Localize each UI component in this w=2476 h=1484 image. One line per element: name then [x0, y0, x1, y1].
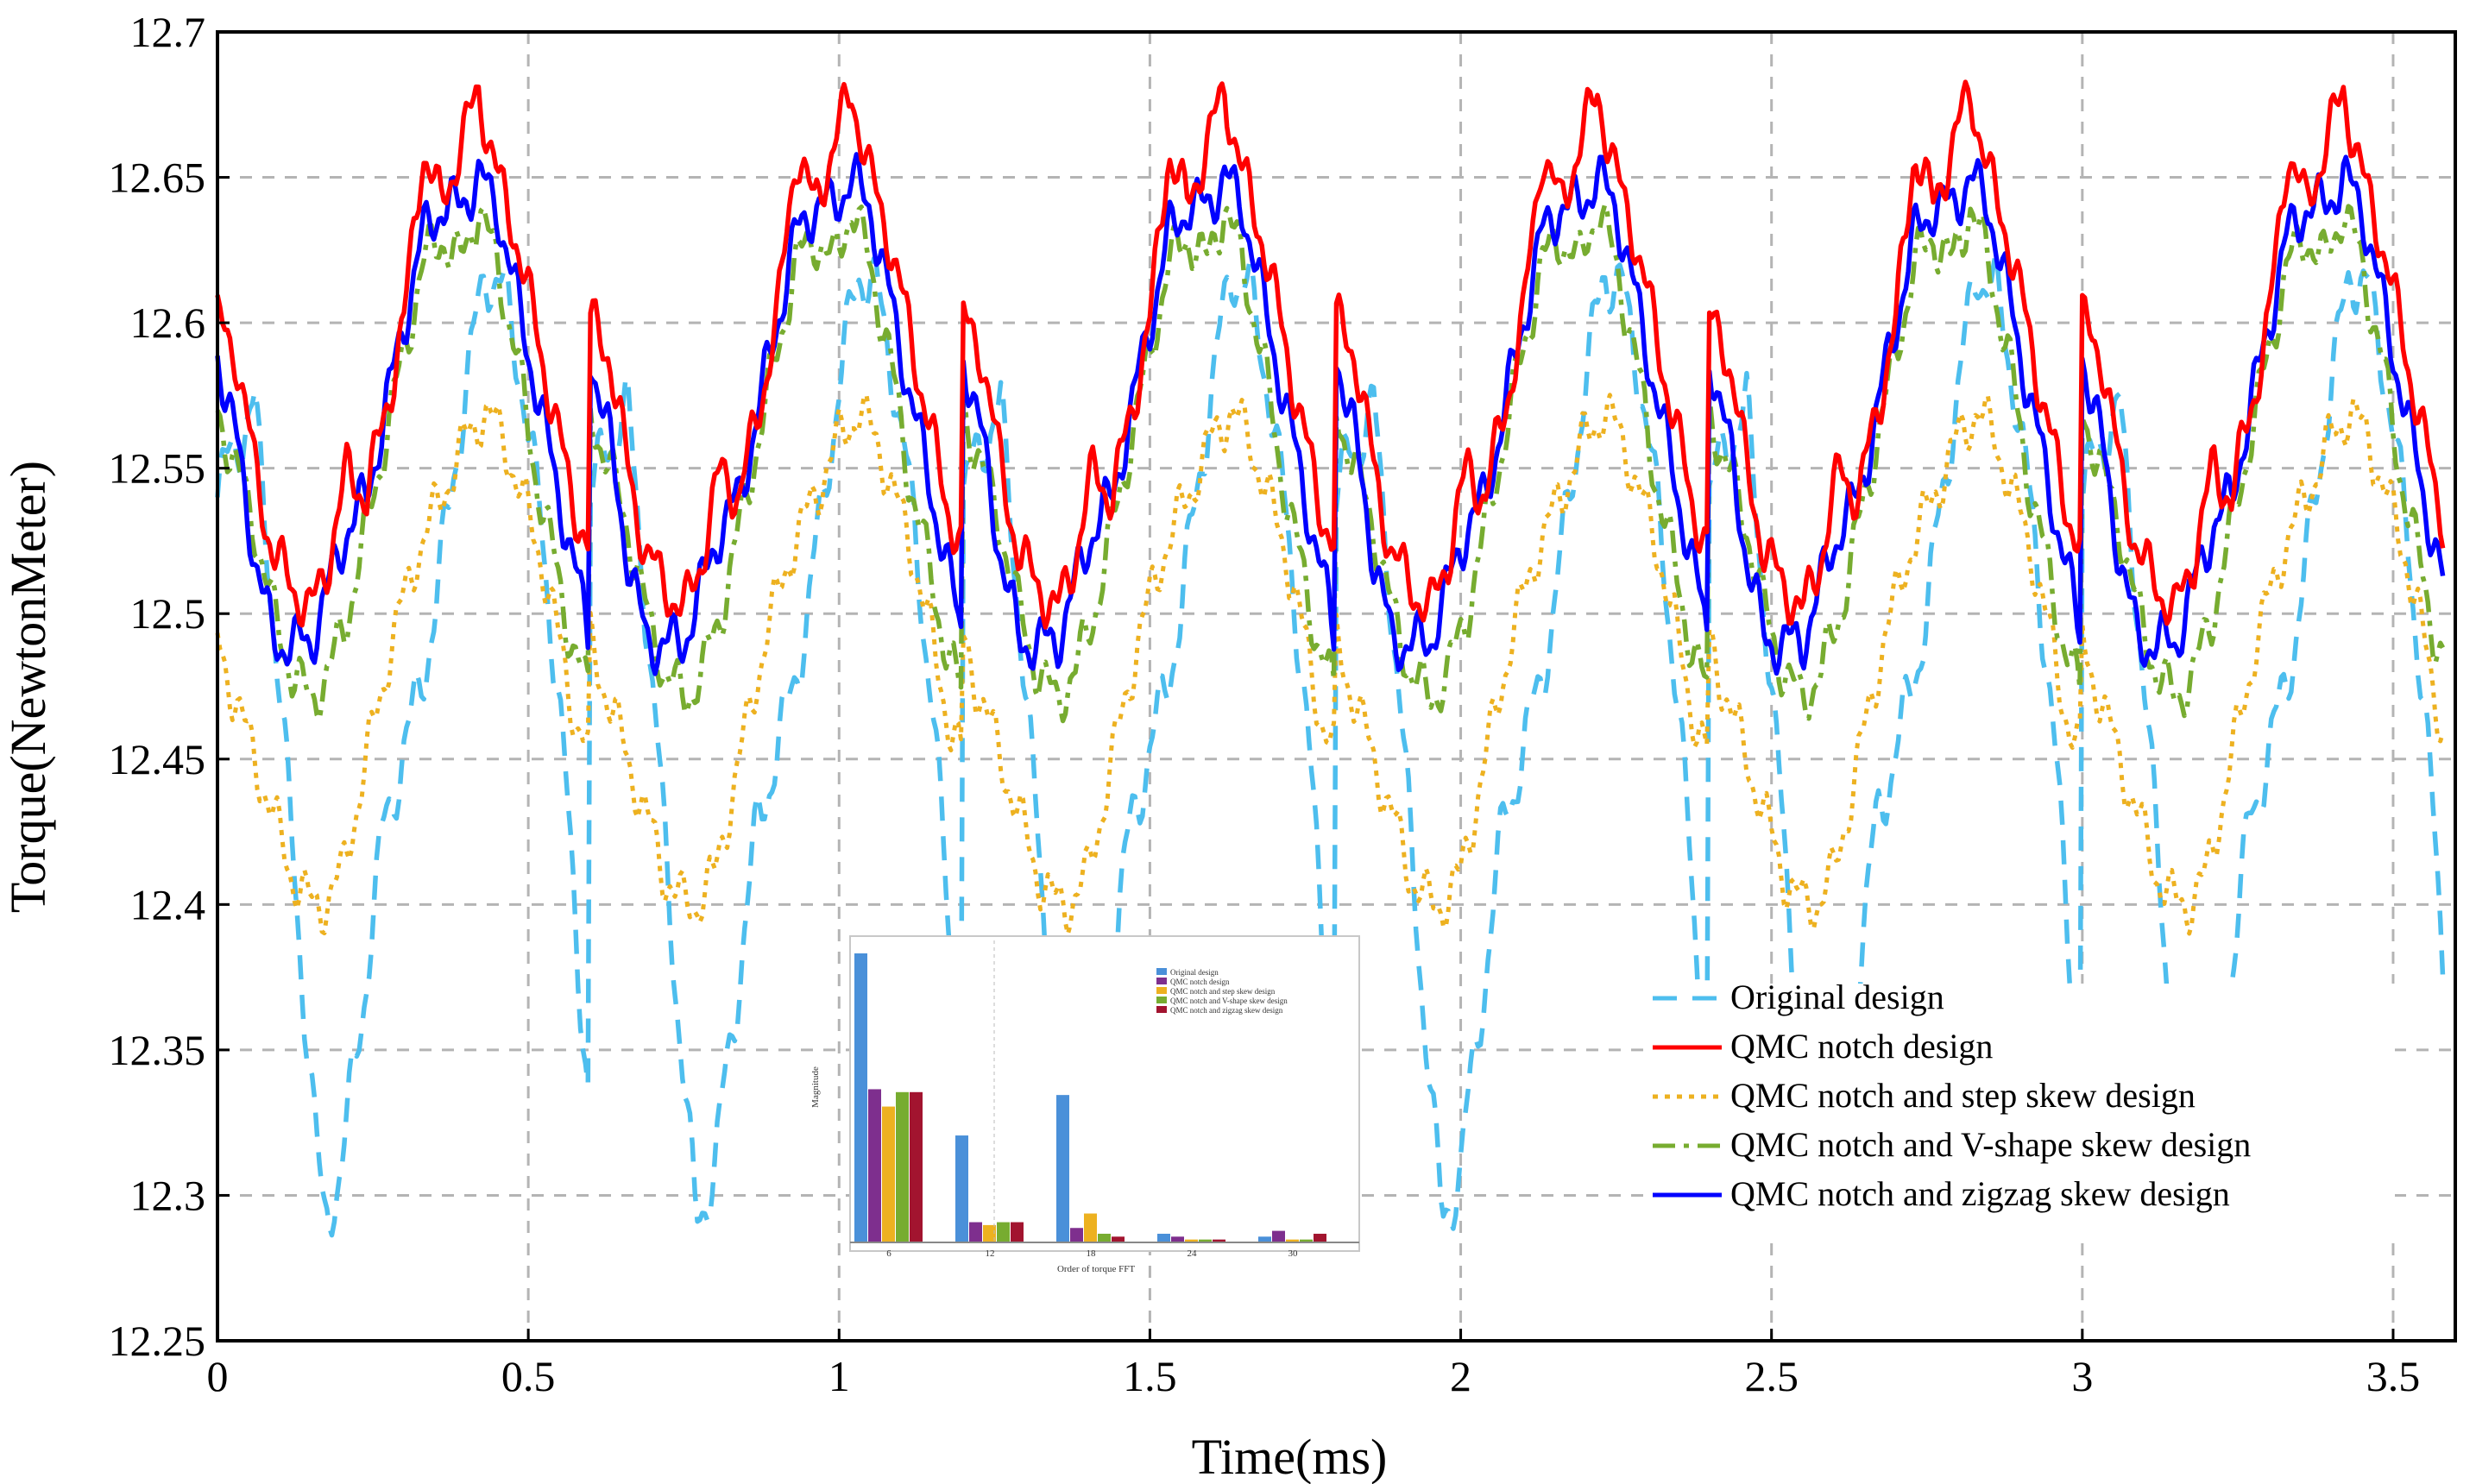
plot-frame	[216, 30, 2457, 1343]
inset-bar	[1314, 1233, 1326, 1242]
inset-tick-label: 30	[1288, 1248, 1299, 1259]
y-axis-label: Torque(NewtonMeter)	[0, 461, 56, 913]
legend-label: QMC notch design	[1730, 1027, 1993, 1066]
legend-label: Original design	[1730, 978, 1944, 1016]
inset-legend-swatch	[1156, 978, 1167, 984]
inset-tick-label: 18	[1087, 1248, 1097, 1259]
x-tick-label: 2.5	[1744, 1352, 1799, 1400]
inset-bar	[983, 1224, 996, 1242]
y-tick-label: 12.65	[109, 154, 206, 202]
inset-bar	[1084, 1213, 1097, 1242]
axis-ticks: 0 0.5 1 1.5 2 2.5 3 3.5 12.25 12.3 12.35 12.4 12.45 1…	[109, 8, 2421, 1400]
y-tick-label: 12.7	[130, 8, 206, 56]
inset-bar	[1112, 1236, 1125, 1242]
inset-legend-swatch	[1156, 1006, 1167, 1013]
inset-legend-label: QMC notch and zigzag skew design	[1170, 1006, 1283, 1015]
inset-legend-swatch	[1156, 997, 1167, 1003]
x-tick-label: 3.5	[2366, 1352, 2421, 1400]
legend-label: QMC notch and step skew design	[1730, 1076, 2196, 1115]
inset-bar	[1056, 1095, 1069, 1242]
inset-bar	[896, 1091, 909, 1242]
inset-legend-swatch	[1156, 987, 1167, 994]
inset-bar	[854, 953, 867, 1242]
y-tick-label: 12.4	[130, 880, 206, 928]
inset-bar	[910, 1091, 923, 1242]
legend-label: QMC notch and V-shape skew design	[1730, 1125, 2251, 1164]
fft-inset: 6 12 18 24 30 Order of torque FFT Magnitude …	[810, 935, 1360, 1274]
inset-bar	[969, 1222, 982, 1242]
legend-label: QMC notch and zigzag skew design	[1730, 1174, 2230, 1213]
inset-bar	[1185, 1239, 1198, 1242]
inset-x-label: Order of torque FFT	[1057, 1264, 1135, 1274]
inset-bar	[1098, 1233, 1111, 1242]
inset-y-label: Magnitude	[810, 1066, 821, 1108]
inset-background	[849, 935, 1360, 1252]
inset-bar	[955, 1135, 968, 1242]
inset-bar	[868, 1089, 881, 1242]
x-tick-label: 1	[828, 1352, 850, 1400]
inset-tick-label: 24	[1188, 1248, 1198, 1259]
inset-bar	[1272, 1230, 1285, 1242]
inset-bar	[1171, 1236, 1184, 1242]
x-tick-label: 2	[1450, 1352, 1471, 1400]
series-line	[215, 79, 2446, 630]
x-tick-label: 3	[2071, 1352, 2093, 1400]
inset-legend-label: QMC notch and step skew design	[1170, 987, 1276, 996]
y-tick-label: 12.25	[109, 1317, 206, 1365]
inset-bars: 6 12 18 24 30	[854, 940, 1326, 1259]
y-tick-label: 12.6	[130, 299, 206, 347]
inset-legend-label: QMC notch design	[1170, 978, 1230, 986]
x-tick-label: 0	[207, 1352, 229, 1400]
x-tick-label: 0.5	[501, 1352, 556, 1400]
inset-bar	[1070, 1228, 1083, 1242]
inset-bar	[882, 1106, 895, 1242]
y-tick-label: 12.45	[109, 735, 206, 783]
inset-bar	[1157, 1233, 1170, 1242]
series-line	[215, 393, 2446, 937]
y-tick-label: 12.5	[130, 589, 206, 638]
inset-bar	[1300, 1239, 1313, 1242]
inset-bar	[1258, 1236, 1271, 1242]
inset-legend-label: QMC notch and V-shape skew design	[1170, 997, 1288, 1005]
legend-background	[1644, 984, 2395, 1234]
x-tick-label: 1.5	[1123, 1352, 1177, 1400]
inset-bar	[1199, 1239, 1212, 1242]
inset-tick-label: 6	[886, 1248, 891, 1259]
y-tick-label: 12.55	[109, 444, 206, 493]
y-tick-label: 12.35	[109, 1026, 206, 1074]
inset-legend-swatch	[1156, 968, 1167, 975]
inset-bar	[1286, 1239, 1299, 1242]
y-tick-label: 12.3	[130, 1171, 206, 1219]
inset-tick-label: 12	[986, 1248, 995, 1259]
inset-legend-label: Original design	[1170, 968, 1219, 977]
series-line	[215, 152, 2446, 676]
x-axis-label: Time(ms)	[1192, 1429, 1388, 1484]
legend: Original design QMC notch design QMC notch…	[1644, 978, 2395, 1234]
inset-bar	[1213, 1239, 1225, 1242]
inset-bar	[1011, 1222, 1024, 1242]
inset-bar	[997, 1222, 1010, 1242]
